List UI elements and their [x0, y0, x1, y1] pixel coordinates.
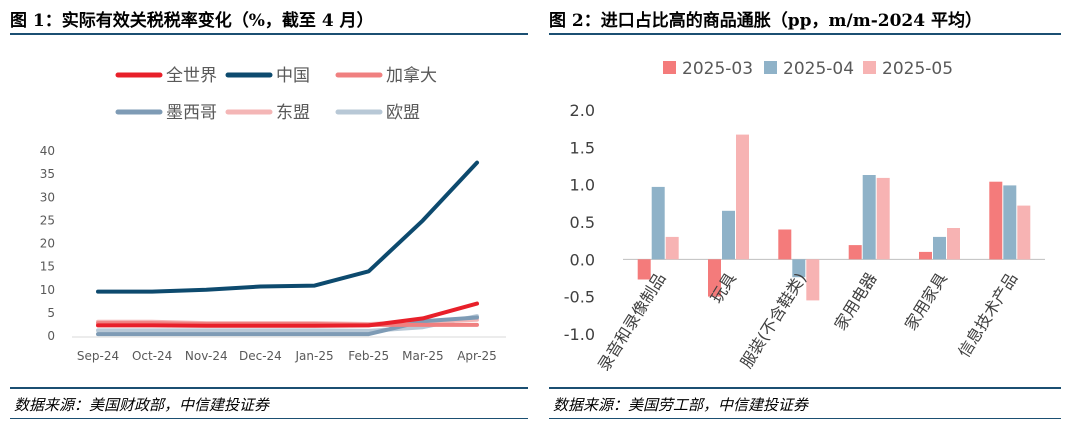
- legend-label-3: 墨西哥: [166, 103, 217, 123]
- bar-5-1: [1003, 185, 1017, 260]
- left-bottom-rule: [10, 418, 528, 419]
- bar-2-1: [792, 259, 806, 278]
- y-tick-label: 15: [40, 260, 55, 274]
- legend-label-0: 全世界: [166, 66, 217, 86]
- legend-label-4: 东盟: [276, 103, 310, 123]
- bar-0-1: [651, 186, 665, 260]
- legend-label-2: 2025-05: [882, 59, 953, 79]
- y-tick-label: 0: [47, 329, 55, 343]
- category-label-0: 录音和录像制品: [594, 269, 669, 374]
- x-tick-label: Mar-25: [402, 349, 443, 363]
- x-tick-label: Dec-24: [239, 349, 282, 363]
- bar-5-2: [1017, 205, 1031, 260]
- legend-label-5: 欧盟: [386, 103, 420, 123]
- legend-swatch-2: [863, 61, 876, 74]
- y-tick-label: 25: [40, 213, 55, 227]
- y-tick-label: 35: [40, 167, 55, 181]
- bar-4-0: [919, 251, 932, 260]
- category-label-4: 家用家具: [901, 269, 951, 333]
- inflation-bar-chart: -1.0 -0.5 0.0 0.5 1.0 1.5 2.0 2025-03 2025-04 202…: [564, 59, 1045, 374]
- x-tick-label: Sep-24: [77, 349, 119, 363]
- bar-1-0: [708, 259, 721, 297]
- x-tick-label: Apr-25: [457, 349, 497, 363]
- bar-2-0: [778, 229, 792, 260]
- y-tick-label: 1.5: [570, 138, 595, 157]
- y-tick-label: -0.5: [564, 288, 595, 307]
- legend-label-2: 加拿大: [386, 65, 437, 86]
- bar-2-2: [806, 259, 820, 301]
- series-line-1: [96, 160, 479, 294]
- legend-label-1: 2025-04: [783, 59, 854, 79]
- series-line-0: [96, 301, 479, 328]
- y-tick-label: 0.0: [570, 250, 595, 269]
- bar-0-2: [665, 236, 679, 260]
- x-tick-label: Nov-24: [185, 349, 228, 363]
- bar-1-2: [736, 134, 749, 260]
- category-label-5: 信息技术产品: [954, 269, 1021, 360]
- x-tick-label: Feb-25: [348, 349, 389, 363]
- bar-4-2: [947, 228, 960, 260]
- y-tick-label: 1.0: [570, 176, 595, 195]
- bar-3-0: [848, 245, 862, 260]
- left-footer-rule: [10, 387, 528, 389]
- right-footer-rule: [549, 387, 1061, 389]
- x-tick-label: Oct-24: [132, 349, 172, 363]
- y-tick-label: 30: [40, 190, 55, 204]
- category-label-2: 服装(不含鞋类): [737, 269, 811, 371]
- category-label-3: 家用电器: [831, 269, 881, 333]
- left-chart-title: 图 1：实际有效关税税率变化（%，截至 4 月）: [10, 11, 374, 31]
- legend-swatch-0: [663, 61, 676, 74]
- y-tick-label: 10: [40, 283, 55, 297]
- bar-5-0: [989, 181, 1003, 260]
- series-line-5: [96, 314, 479, 333]
- y-tick-label: -1.0: [564, 325, 595, 344]
- bar-3-2: [876, 177, 890, 260]
- right-title-rule: [549, 33, 1061, 35]
- right-source-note: 数据来源：美国劳工部，中信建投证券: [553, 396, 809, 414]
- y-tick-label: 0.5: [570, 213, 595, 232]
- left-title-rule: [10, 33, 528, 35]
- legend-swatch-1: [764, 61, 777, 74]
- bar-4-1: [933, 236, 946, 260]
- bar-0-0: [637, 259, 651, 280]
- legend-label-1: 中国: [276, 66, 310, 86]
- right-bottom-rule: [549, 418, 1061, 419]
- bar-3-1: [862, 175, 876, 260]
- y-tick-label: 5: [47, 306, 55, 320]
- bar-1-1: [722, 210, 735, 260]
- right-chart-title: 图 2：进口占比高的商品通胀（pp，m/m-2024 平均）: [549, 11, 982, 31]
- y-tick-label: 20: [40, 237, 55, 251]
- tariff-line-chart: 0 5 10 15 20 25 30 35 40 Sep-24 Oct-24 Nov-24 Dec-24…: [40, 65, 506, 363]
- x-tick-label: Jan-25: [295, 349, 334, 363]
- y-tick-label: 2.0: [570, 101, 595, 120]
- left-source-note: 数据来源：美国财政部，中信建投证券: [14, 396, 270, 414]
- legend-label-0: 2025-03: [682, 59, 753, 79]
- y-tick-label: 40: [40, 144, 55, 158]
